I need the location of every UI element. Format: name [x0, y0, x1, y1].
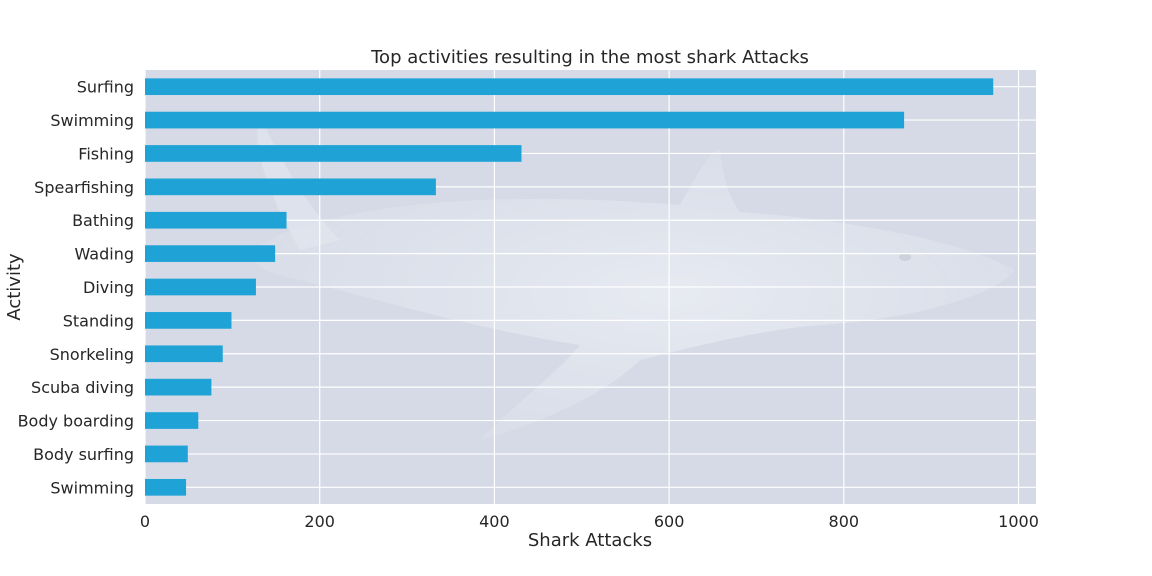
- bar: [145, 211, 287, 229]
- x-tick-label: 800: [829, 512, 860, 531]
- bar: [145, 145, 522, 162]
- x-tick-label: 0: [140, 512, 150, 531]
- bar: [145, 245, 276, 262]
- y-tick-label: Swimming: [50, 478, 134, 497]
- x-tick-label: 400: [479, 512, 510, 531]
- y-tick-label: Fishing: [78, 144, 134, 163]
- bar: [145, 278, 256, 296]
- y-tick-label: Snorkeling: [50, 345, 134, 364]
- x-tick-label: 600: [654, 512, 685, 531]
- y-tick-label: Swimming: [50, 111, 134, 130]
- bar: [145, 78, 994, 96]
- bars: [145, 78, 994, 496]
- x-axis-label: Shark Attacks: [528, 530, 652, 551]
- y-tick-label: Spearfishing: [34, 178, 134, 197]
- y-axis-label: Activity: [4, 253, 25, 321]
- bar: [145, 378, 212, 396]
- bar: [145, 312, 232, 329]
- bar: [145, 178, 436, 196]
- bar: [145, 412, 199, 429]
- x-tick-label: 200: [304, 512, 335, 531]
- x-tick-labels: 0 200 400 600 800 1000: [140, 512, 1039, 531]
- bar: [145, 478, 187, 496]
- bar: [145, 111, 905, 129]
- x-tick-label: 1000: [998, 512, 1039, 531]
- y-tick-label: Bathing: [72, 211, 134, 230]
- y-tick-label: Diving: [83, 278, 134, 297]
- y-tick-label: Standing: [63, 311, 134, 330]
- y-tick-label: Surfing: [77, 78, 134, 97]
- y-tick-label: Wading: [75, 245, 135, 264]
- y-tick-labels: Surfing Swimming Fishing Spearfishing Bathin…: [18, 78, 134, 498]
- bar: [145, 345, 223, 363]
- y-tick-label: Body boarding: [18, 412, 134, 431]
- y-tick-label: Body surfing: [33, 445, 134, 464]
- chart-title: Top activities resulting in the most sha…: [370, 47, 809, 68]
- bar: [145, 445, 188, 463]
- y-tick-label: Scuba diving: [31, 378, 134, 397]
